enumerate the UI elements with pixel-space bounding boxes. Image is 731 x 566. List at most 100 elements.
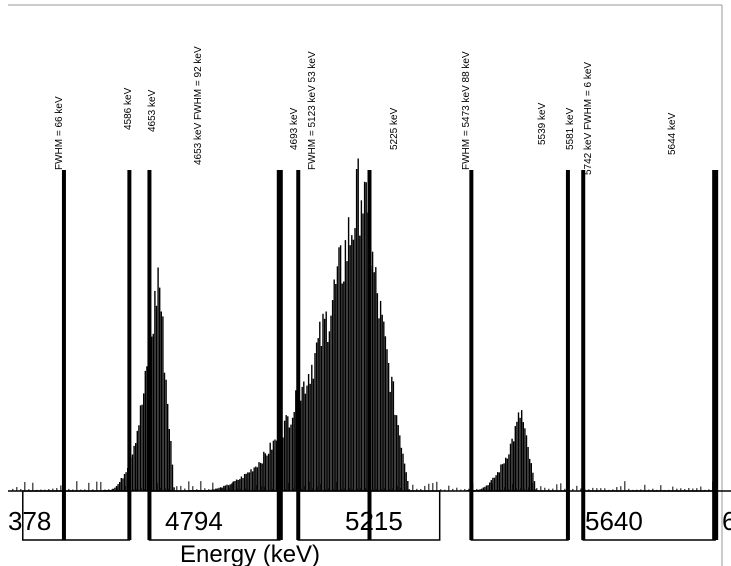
noise-bar xyxy=(628,488,630,491)
peak-annotation: 5225 keV xyxy=(389,107,400,150)
spectrum-bar-peak-3 xyxy=(497,472,499,491)
peak-annotation: 5539 keV xyxy=(537,102,548,145)
spectrum-bar-peak-2 xyxy=(344,240,347,491)
spectrum-bar-peak-1 xyxy=(173,487,175,491)
spectrum-bar-peak-2 xyxy=(407,481,409,491)
spectrum-bar-peak-2 xyxy=(352,239,355,491)
noise-bar xyxy=(180,485,182,491)
peak-annotation: 5644 keV xyxy=(667,112,678,155)
spectrum-bar-peak-2 xyxy=(227,485,230,491)
noise-bar xyxy=(640,489,642,491)
spectrum-bar-peak-2 xyxy=(315,342,318,491)
noise-bar xyxy=(192,486,194,491)
spectrum-bar-peak-3 xyxy=(509,443,512,491)
spectrum-bar-peak-3 xyxy=(530,463,532,491)
spectrum-bar-peak-2 xyxy=(274,439,276,491)
spectrum-bar-peak-2 xyxy=(400,447,403,491)
spectrum-bar-peak-2 xyxy=(216,488,219,491)
spectrum-bar-peak-2 xyxy=(379,300,382,491)
spectrum-bar-peak-1 xyxy=(163,372,166,491)
spectrum-bar-peak-2 xyxy=(299,400,302,491)
noise-bar xyxy=(624,481,626,491)
spectrum-bar-peak-3 xyxy=(505,457,507,491)
spectrum-bar-peak-1 xyxy=(143,393,145,491)
spectrum-bar-peak-2 xyxy=(405,472,407,491)
noise-bar xyxy=(588,489,590,491)
spectrum-bar-peak-1 xyxy=(133,445,135,491)
noise-bar xyxy=(476,488,478,491)
spectrum-bar-peak-3 xyxy=(522,422,524,491)
spectrum-bar-peak-1 xyxy=(159,287,161,491)
spectrum-bar-peak-2 xyxy=(397,425,399,491)
noise-bar xyxy=(540,486,542,491)
spectrum-bar-peak-3 xyxy=(533,481,536,491)
spectrum-bar-peak-1 xyxy=(125,472,127,491)
spectrum-bar-peak-2 xyxy=(389,391,391,491)
spectrum-bar-peak-3 xyxy=(519,417,521,491)
noise-bar xyxy=(604,488,606,491)
spectrum-bar-peak-2 xyxy=(275,440,278,491)
spectrum-bar-peak-1 xyxy=(117,484,119,491)
spectrum-bar-peak-2 xyxy=(293,412,295,491)
spectrum-bar-peak-1 xyxy=(131,454,134,491)
noise-bar xyxy=(620,486,622,491)
noise-bar xyxy=(72,489,74,491)
spectrum-bar-peak-2 xyxy=(269,442,271,491)
noise-bar xyxy=(16,487,18,491)
spectrum-bar-peak-2 xyxy=(309,383,311,491)
spectrum-bar-peak-3 xyxy=(529,458,531,491)
spectrum-bar-peak-2 xyxy=(384,336,387,491)
noise-bar xyxy=(644,484,646,491)
noise-bar xyxy=(440,489,442,491)
spectrum-bar-peak-3 xyxy=(490,480,492,491)
spectrum-bar-peak-2 xyxy=(327,342,329,491)
peak-annotation: 4693 keV xyxy=(289,107,300,150)
noise-bar xyxy=(688,488,690,491)
spectrum-bar-peak-2 xyxy=(357,158,359,491)
spectrum-bar-peak-3 xyxy=(487,485,489,491)
spectrum-bar-peak-2 xyxy=(303,381,305,491)
spectrum-bar-peak-1 xyxy=(112,488,114,491)
x-tick-label: 5640 xyxy=(585,506,643,536)
spectrum-bar-peak-1 xyxy=(157,267,159,491)
spectrum-bar-peak-2 xyxy=(266,455,268,491)
spectrum-bar-peak-2 xyxy=(319,321,321,491)
spectrum-bar-peak-2 xyxy=(232,481,235,491)
spectrum-bar-peak-2 xyxy=(395,415,398,491)
spectrum-bar-peak-2 xyxy=(312,378,315,491)
spectrum-bar-peak-2 xyxy=(301,386,303,491)
noise-bar xyxy=(176,486,178,491)
spectrum-bar-peak-2 xyxy=(258,462,260,491)
spectrum-bar-peak-1 xyxy=(136,430,138,491)
noise-bar xyxy=(32,482,34,491)
spectrum-bar-peak-3 xyxy=(485,485,488,491)
energy-marker-line xyxy=(469,170,474,540)
spectrum-bar-peak-2 xyxy=(363,181,366,492)
noise-bar xyxy=(560,483,562,491)
noise-bar xyxy=(420,488,422,491)
noise-bar xyxy=(24,481,26,491)
spectrum-bar-peak-2 xyxy=(333,279,335,491)
spectrum-bar-peak-2 xyxy=(399,435,401,491)
noise-bar xyxy=(92,489,94,491)
spectrum-bar-peak-2 xyxy=(351,235,353,491)
spectrum-bar-peak-3 xyxy=(484,486,486,491)
noise-bar xyxy=(676,488,678,491)
spectrum-bar-peak-2 xyxy=(290,424,292,491)
spectrum-bar-peak-2 xyxy=(285,415,287,491)
noise-bar xyxy=(680,488,682,491)
energy-window-box xyxy=(470,490,569,541)
noise-bar xyxy=(60,485,62,491)
noise-bar xyxy=(652,488,654,491)
peak-annotation: 5581 keV xyxy=(565,107,576,150)
spectrum-bar-peak-3 xyxy=(516,421,518,491)
spectrum-bar-peak-3 xyxy=(514,426,516,491)
noise-bar xyxy=(28,489,30,491)
spectrum-bar-peak-2 xyxy=(378,318,380,491)
spectrum-bar-peak-1 xyxy=(139,405,142,491)
spectrum-bar-peak-1 xyxy=(151,336,153,491)
noise-bar xyxy=(552,488,554,491)
spectrum-bar-peak-2 xyxy=(261,463,263,491)
spectrum-bar-peak-2 xyxy=(235,479,238,491)
